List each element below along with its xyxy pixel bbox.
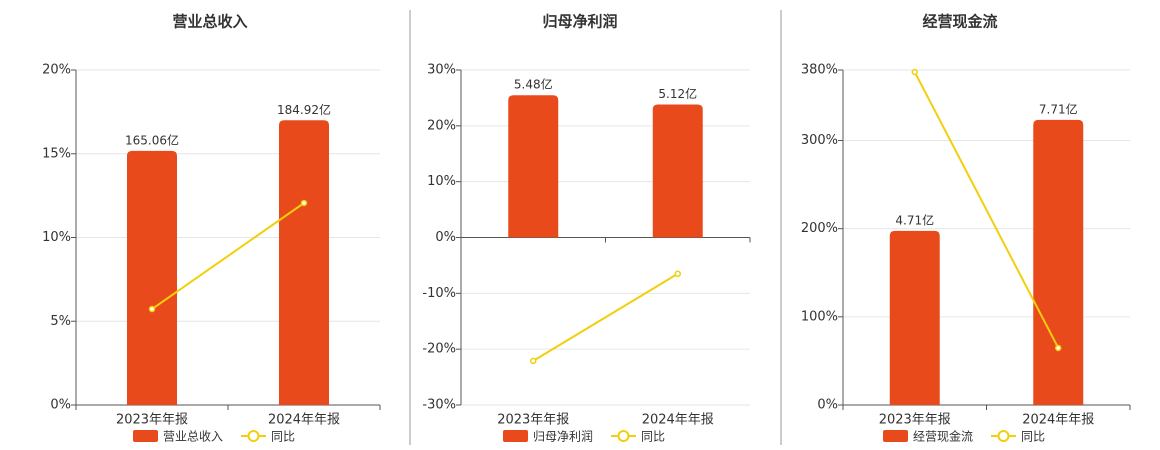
point xyxy=(300,199,308,207)
y-tick-label: 5% xyxy=(50,314,71,329)
bar xyxy=(889,230,940,405)
x-tick-label: 2024年年报 xyxy=(268,413,340,428)
y-tick-label: 15% xyxy=(42,146,71,161)
y-tick-label: -20% xyxy=(422,342,456,357)
legend-swatch xyxy=(997,430,1010,442)
point xyxy=(530,357,537,365)
line xyxy=(151,202,305,310)
y-tick-label: 10% xyxy=(427,174,456,189)
value-label: 165.06亿 xyxy=(125,132,179,147)
legend-label: 营业总收入 xyxy=(163,430,223,444)
point xyxy=(148,305,156,313)
point xyxy=(911,68,918,76)
legend-swatch xyxy=(133,430,158,442)
chart-title: 归母净利润 xyxy=(542,13,617,31)
legend-label: 同比 xyxy=(641,430,665,444)
x-tick-label: 2023年年报 xyxy=(497,413,569,428)
legend-label: 归母净利润 xyxy=(533,430,593,444)
y-tick-label: 0% xyxy=(435,230,456,245)
point xyxy=(674,270,681,278)
y-tick-label: -30% xyxy=(422,398,456,413)
bar xyxy=(127,150,177,405)
value-label: 4.71亿 xyxy=(895,212,934,227)
value-label: 184.92亿 xyxy=(277,102,331,117)
y-tick-label: 300% xyxy=(801,133,838,148)
legend-swatch xyxy=(617,430,630,442)
chart-title: 营业总收入 xyxy=(172,13,247,31)
y-tick-label: 200% xyxy=(801,221,838,236)
line xyxy=(532,272,679,362)
value-label: 5.48亿 xyxy=(514,77,553,92)
x-tick-label: 2023年年报 xyxy=(116,413,188,428)
point xyxy=(1055,344,1062,352)
y-tick-label: 0% xyxy=(50,398,71,413)
chart-title: 经营现金流 xyxy=(922,13,997,31)
y-tick-label: 10% xyxy=(42,230,71,245)
value-label: 5.12亿 xyxy=(658,86,697,101)
x-tick-label: 2024年年报 xyxy=(1022,413,1094,428)
y-tick-label: 100% xyxy=(801,309,838,324)
x-tick-label: 2024年年报 xyxy=(642,413,714,428)
bar xyxy=(1033,119,1084,405)
bar xyxy=(508,95,559,238)
y-tick-label: 30% xyxy=(427,63,456,78)
y-tick-label: 0% xyxy=(817,398,838,413)
legend-swatch xyxy=(883,430,908,442)
bar xyxy=(279,120,329,405)
x-tick-label: 2023年年报 xyxy=(879,413,951,428)
y-tick-label: 20% xyxy=(42,63,71,78)
y-tick-label: -10% xyxy=(422,286,456,301)
legend-label: 经营现金流 xyxy=(913,429,973,444)
legend-label: 同比 xyxy=(271,430,295,444)
legend-swatch xyxy=(503,430,528,442)
line xyxy=(913,71,1060,349)
y-tick-label: 380% xyxy=(801,63,838,78)
bar xyxy=(652,104,703,238)
legend-label: 同比 xyxy=(1021,430,1045,444)
legend-swatch xyxy=(247,430,260,442)
value-label: 7.71亿 xyxy=(1039,101,1078,116)
y-tick-label: 20% xyxy=(427,118,456,133)
